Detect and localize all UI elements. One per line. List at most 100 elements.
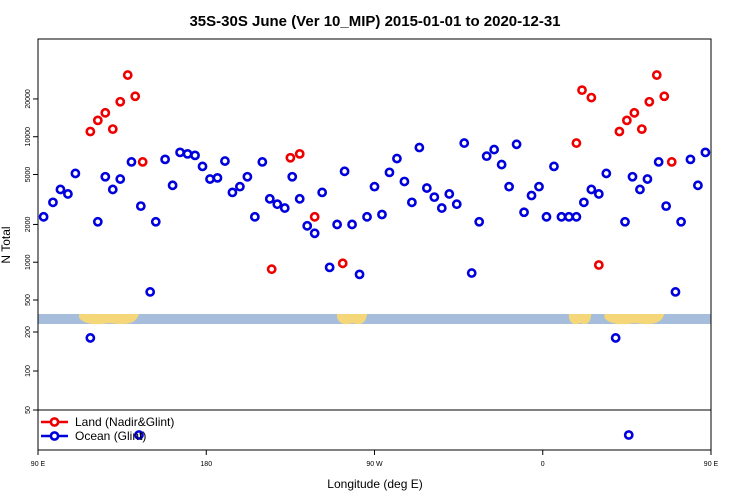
y-tick-label-500: 500 <box>25 294 32 306</box>
land-point-24 <box>659 91 670 102</box>
x-tick-label-0: 90 E <box>31 461 46 468</box>
y-tick-label-100: 100 <box>25 365 32 377</box>
land-point-10 <box>285 152 296 163</box>
land-point-13 <box>337 258 348 269</box>
land-point-9 <box>266 264 277 275</box>
ocean-point-57 <box>474 216 485 227</box>
ocean-point-29 <box>264 193 275 204</box>
ocean-point-41 <box>354 269 365 280</box>
ocean-point-45 <box>384 167 395 178</box>
ocean-below-axis-point-2 <box>623 430 634 440</box>
ocean-point-83 <box>676 216 686 227</box>
x-axis-label: Longitude (deg E) <box>327 477 422 491</box>
ocean-point-75 <box>610 333 621 343</box>
ocean-point-76 <box>620 216 630 227</box>
ocean-point-24 <box>227 187 238 198</box>
ocean-point-16 <box>167 180 178 191</box>
ocean-point-73 <box>593 189 604 199</box>
y-tick-label-20000: 20000 <box>25 89 32 109</box>
land-point-21 <box>636 124 647 135</box>
ocean-point-40 <box>347 219 357 230</box>
ocean-point-12 <box>135 201 146 212</box>
ocean-point-53 <box>444 189 455 199</box>
ocean-point-86 <box>700 147 711 158</box>
ocean-point-32 <box>287 171 298 182</box>
ocean-point-33 <box>294 193 305 204</box>
ocean-point-50 <box>421 183 432 193</box>
ocean-point-13 <box>145 287 156 297</box>
ocean-point-31 <box>279 203 290 213</box>
ocean-point-70 <box>571 211 582 222</box>
ocean-point-60 <box>496 159 507 170</box>
ocean-point-84 <box>685 154 696 165</box>
land-point-11 <box>294 148 305 159</box>
ocean-point-81 <box>661 201 672 212</box>
ocean-point-51 <box>429 192 440 203</box>
x-tick-label-2: 90 W <box>366 461 383 468</box>
land-point-4 <box>107 124 118 135</box>
ocean-point-65 <box>534 181 544 192</box>
land-point-2 <box>92 115 103 126</box>
ocean-point-10 <box>115 174 126 184</box>
ocean-point-77 <box>627 171 638 182</box>
land-point-17 <box>593 260 604 270</box>
ocean-point-39 <box>339 166 350 177</box>
ocean-below-axis-point-1 <box>134 430 144 440</box>
ocean-point-79 <box>642 174 653 184</box>
ocean-point-4 <box>63 189 73 199</box>
land-point-7 <box>130 91 141 102</box>
ocean-point-46 <box>392 153 402 164</box>
ocean-point-64 <box>526 190 537 201</box>
legend-marker-land <box>49 417 60 427</box>
y-tick-label-200: 200 <box>25 326 32 338</box>
y-axis-label: N Total <box>0 226 13 263</box>
x-tick-label-1: 180 <box>200 461 212 468</box>
ocean-point-11 <box>126 157 137 167</box>
x-tick-label-3: 0 <box>541 461 545 468</box>
x-tick-label-4: 90 E <box>704 461 719 468</box>
ocean-point-6 <box>85 333 96 343</box>
ocean-point-3 <box>55 184 66 195</box>
ocean-point-20 <box>197 161 208 172</box>
ocean-point-44 <box>377 209 387 220</box>
landmass-1 <box>79 314 139 325</box>
ocean-point-19 <box>190 150 200 161</box>
ocean-point-18 <box>182 148 193 159</box>
y-tick-label-10000: 10000 <box>25 127 32 147</box>
ocean-point-69 <box>564 211 574 222</box>
legend-label-ocean: Ocean (Glint) <box>75 429 146 443</box>
landmass-3 <box>568 314 592 325</box>
land-point-8 <box>137 157 148 167</box>
ocean-point-48 <box>406 197 417 208</box>
land-point-18 <box>614 126 625 137</box>
ocean-point-54 <box>451 199 462 210</box>
ocean-point-42 <box>362 211 372 222</box>
land-point-19 <box>621 115 632 126</box>
ocean-point-71 <box>578 197 589 208</box>
data-points <box>38 70 711 440</box>
ocean-point-72 <box>586 184 597 195</box>
ocean-point-14 <box>150 216 161 227</box>
landmass-4 <box>604 314 665 325</box>
land-point-23 <box>651 70 662 80</box>
ocean-point-52 <box>436 203 447 213</box>
ocean-point-78 <box>635 184 645 195</box>
ocean-point-58 <box>481 151 492 162</box>
legend: Land (Nadir&Glint)Ocean (Glint) <box>41 415 174 443</box>
ocean-point-61 <box>504 181 514 192</box>
y-tick-label-1000: 1000 <box>25 254 32 270</box>
land-point-22 <box>644 96 655 107</box>
legend-marker-ocean <box>49 431 60 441</box>
ocean-point-82 <box>670 287 681 297</box>
ocean-point-37 <box>324 262 335 273</box>
ocean-point-55 <box>459 138 470 148</box>
land-point-25 <box>666 157 677 167</box>
ocean-point-62 <box>511 139 522 150</box>
ocean-point-34 <box>302 220 313 231</box>
ocean-point-26 <box>242 171 253 182</box>
land-point-6 <box>122 70 133 80</box>
ocean-point-38 <box>332 219 343 230</box>
plot-frame <box>37 38 712 451</box>
